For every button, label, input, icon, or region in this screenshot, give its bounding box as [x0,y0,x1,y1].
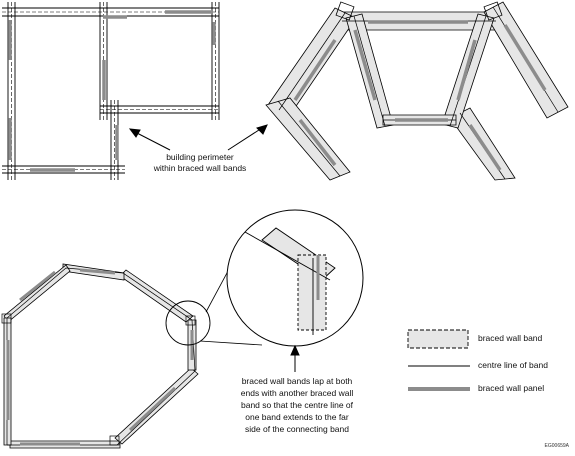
legend-centre-label: centre line of band [478,360,548,370]
plan-polygon-panels [293,20,547,171]
band-left-lower [265,97,351,181]
zoom-circle-small [165,300,211,346]
lap-label-line-1: braced wall bands lap at both [241,376,353,386]
legend-band-label: braced wall band [478,333,543,343]
perimeter-label-line-1: building perimeter [166,152,234,162]
oct-centreline [6,267,196,446]
plan-l-panels [8,10,216,172]
plan-polygon-corners [335,1,503,21]
legend-band-swatch [407,329,469,349]
lap-label-line-4: one band extends to the far [245,412,349,422]
figure-code: EG00659A [544,443,569,449]
plan-octagon [1,263,199,449]
legend [407,329,470,391]
perimeter-label-line-2: within braced wall bands [153,163,247,173]
plan-polygon [265,1,569,181]
lap-label-line-5: side of the connecting band [245,424,349,434]
lap-label-line-3: band so that the centre line of [241,400,353,410]
legend-panel-label: braced wall panel [478,383,545,393]
zoom-line-2 [199,340,263,346]
zoom-band-vert [297,254,327,331]
plan-l-shape [2,2,220,180]
perimeter-arrow [128,124,268,151]
lap-arrow [290,344,300,372]
zoom-detail [226,209,364,347]
plan-l-walls [2,2,220,180]
oct-panels [6,268,194,446]
lap-label-line-2: ends with another braced wall [240,388,354,398]
oct-band-6 [3,264,71,323]
oct-corner-marks [1,313,196,446]
